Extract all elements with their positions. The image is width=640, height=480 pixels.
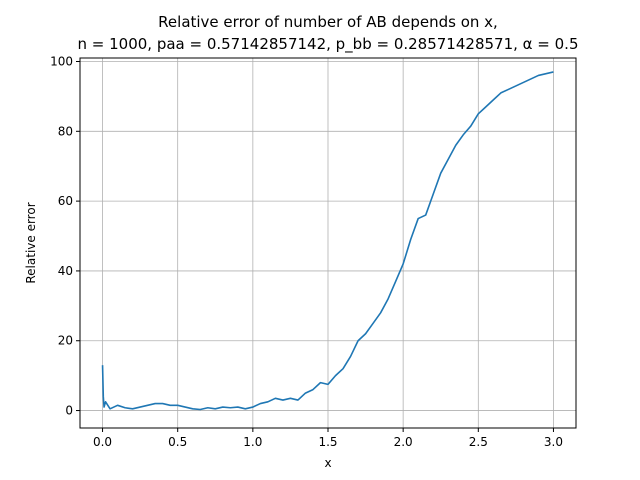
y-tick-label: 40: [58, 264, 73, 278]
y-axis-label: Relative error: [24, 202, 38, 283]
x-tick-label: 1.0: [243, 435, 262, 449]
y-tick-label: 100: [50, 54, 73, 68]
y-tick-label: 80: [58, 124, 73, 138]
relative-error-series-line: [101, 71, 554, 411]
x-tick-label: 2.5: [469, 435, 488, 449]
x-axis-label: x: [324, 456, 331, 470]
y-tick-label: 60: [58, 194, 73, 208]
x-tick-label: 3.0: [544, 435, 563, 449]
series-layer: [101, 71, 554, 411]
x-tick-label: 0.0: [93, 435, 112, 449]
chart-title-line2: n = 1000, paa = 0.57142857142, p_bb = 0.…: [78, 35, 579, 54]
y-tick-label: 20: [58, 334, 73, 348]
y-tick-label: 0: [65, 404, 73, 418]
x-tick-label: 1.5: [318, 435, 337, 449]
grid-lines: [80, 58, 576, 428]
x-tick-label: 0.5: [168, 435, 187, 449]
x-tick-label: 2.0: [394, 435, 413, 449]
chart-title-line1: Relative error of number of AB depends o…: [158, 13, 498, 31]
axis-ticks: 0.0 0.5 1.0 1.5 2.0 2.5 3.0 0 20 40 60 80 100: [50, 54, 563, 449]
